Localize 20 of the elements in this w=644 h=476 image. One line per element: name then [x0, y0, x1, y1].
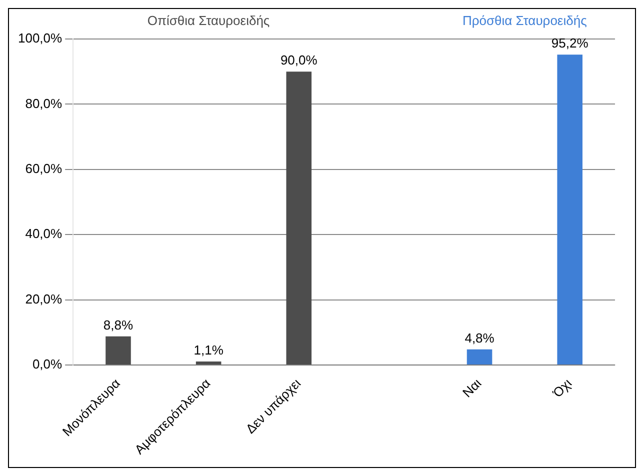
y-tick-label: 20,0%	[25, 291, 63, 306]
y-tick-label: 100,0%	[18, 30, 63, 46]
data-label: 8,8%	[103, 317, 134, 332]
x-tick-label: Όχι	[549, 376, 575, 401]
y-tick-label: 60,0%	[25, 161, 63, 176]
y-tick-label: 0,0%	[32, 356, 63, 372]
y-tick-label: 40,0%	[25, 226, 63, 242]
bar	[466, 349, 492, 365]
bar	[286, 72, 312, 365]
data-label: 1,1%	[194, 342, 224, 358]
data-label: 90,0%	[280, 52, 318, 68]
bar	[557, 54, 582, 365]
data-label: 95,2%	[551, 36, 589, 51]
text: Οπίσθια Σταυροειδής	[147, 13, 270, 28]
x-tick-label: Ναι	[460, 376, 484, 400]
data-label: 4,8%	[464, 330, 495, 346]
y-tick-label: 80,0%	[25, 96, 63, 111]
bar	[196, 361, 222, 365]
bar	[106, 336, 131, 365]
text: Πρόσθια Σταυροειδής	[462, 13, 587, 28]
